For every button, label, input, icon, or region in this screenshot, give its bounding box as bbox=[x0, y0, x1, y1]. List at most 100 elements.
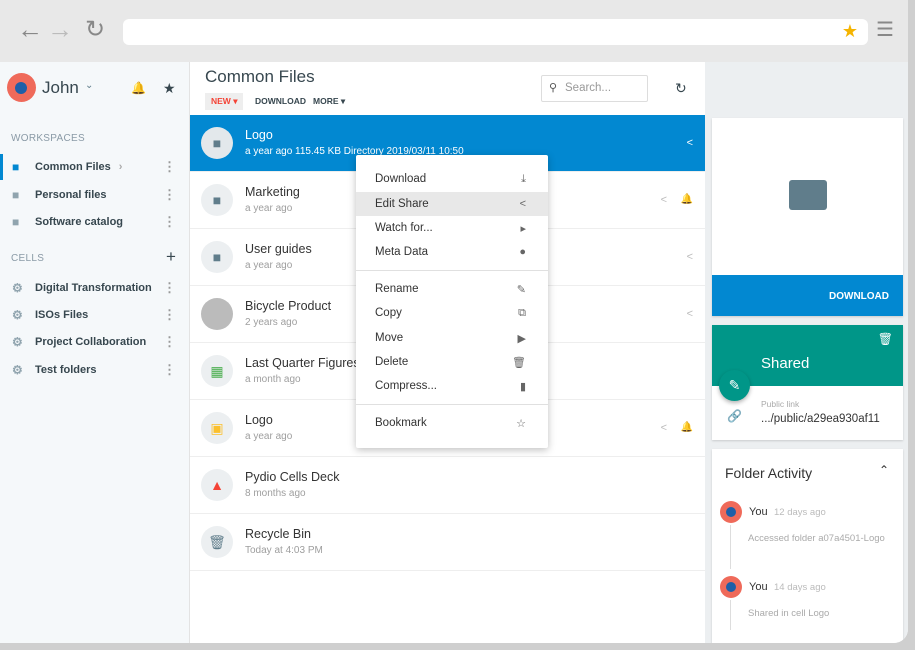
file-name: Bicycle Product bbox=[245, 299, 332, 313]
search-icon: ⚲ bbox=[549, 82, 558, 94]
reload-icon[interactable]: ↻ bbox=[85, 16, 106, 43]
sidebar-item-software-catalog[interactable]: ■ Software catalog ⋮ bbox=[0, 209, 189, 235]
activity-user: You bbox=[749, 581, 768, 593]
sidebar-item-label: Project Collaboration bbox=[35, 336, 147, 348]
file-row[interactable]: ■ Marketing a year ago < 🔔 bbox=[190, 172, 705, 229]
file-name: User guides bbox=[245, 242, 312, 256]
pencil-icon: ✎ bbox=[728, 377, 741, 393]
more-icon[interactable]: ⋮ bbox=[163, 362, 176, 377]
sidebar-item-cell[interactable]: ⚙ ISOs Files ⋮ bbox=[0, 302, 189, 328]
forward-arrow-icon[interactable]: → bbox=[47, 14, 73, 44]
more-icon[interactable]: ⋮ bbox=[163, 334, 176, 349]
file-meta: a year ago bbox=[245, 431, 293, 442]
sidebar: John ⌄ 🔔 ★ WORKSPACES ■ Common Files › ⋮ ■ P… bbox=[0, 62, 190, 643]
refresh-icon[interactable]: ↻ bbox=[675, 80, 687, 96]
menu-item-move[interactable]: Move ▶ bbox=[356, 326, 548, 350]
menu-item-watch-for[interactable]: Watch for... ▸ bbox=[356, 216, 548, 240]
menu-item-compress[interactable]: Compress... ▮ bbox=[356, 374, 548, 398]
edit-share-button[interactable]: ✎ bbox=[719, 370, 750, 401]
new-label: NEW bbox=[211, 96, 231, 106]
sidebar-item-personal-files[interactable]: ■ Personal files ⋮ bbox=[0, 182, 189, 208]
star-icon: ☆ bbox=[516, 417, 526, 430]
activity-card: Folder Activity ⌃ You 12 days ago Access… bbox=[712, 449, 903, 643]
file-name: Last Quarter Figures bbox=[245, 356, 360, 370]
preview-download-button[interactable]: DOWNLOAD bbox=[712, 275, 903, 316]
more-button[interactable]: MORE ▾ bbox=[313, 96, 346, 106]
menu-icon[interactable]: ☰ bbox=[876, 19, 894, 41]
menu-item-rename[interactable]: Rename ✎ bbox=[356, 277, 548, 301]
menu-item-label: Rename bbox=[375, 283, 419, 295]
more-icon[interactable]: ⋮ bbox=[163, 187, 176, 202]
sidebar-item-common-files[interactable]: ■ Common Files › ⋮ bbox=[0, 154, 189, 180]
share-icon[interactable]: < bbox=[660, 194, 667, 206]
bell-icon[interactable]: 🔔 bbox=[680, 194, 693, 205]
folder-icon: ■ bbox=[12, 215, 20, 229]
add-cell-icon[interactable]: + bbox=[166, 247, 176, 266]
move-icon: ▶ bbox=[517, 332, 526, 345]
share-card: Shared 🗑 ✎ 🔗 Public link .../public/a29e… bbox=[712, 325, 903, 440]
activity-text: Shared in cell Logo bbox=[748, 608, 830, 619]
avatar[interactable] bbox=[7, 73, 36, 102]
more-icon[interactable]: ⋮ bbox=[163, 214, 176, 229]
bell-icon[interactable]: 🔔 bbox=[680, 422, 693, 433]
copy-icon: ⧉ bbox=[518, 306, 526, 319]
file-meta: a year ago bbox=[245, 260, 293, 271]
menu-item-label: Bookmark bbox=[375, 417, 427, 429]
new-button[interactable]: NEW ▾ bbox=[205, 93, 244, 110]
chevron-down-icon[interactable]: ⌄ bbox=[85, 80, 94, 91]
info-panel: DOWNLOAD Shared 🗑 ✎ 🔗 Public link .../pu… bbox=[705, 62, 908, 643]
sidebar-item-cell[interactable]: ⚙ Project Collaboration ⋮ bbox=[0, 329, 189, 355]
more-icon[interactable]: ⋮ bbox=[163, 280, 176, 295]
file-row[interactable]: ▲ Pydio Cells Deck 8 months ago bbox=[190, 457, 705, 514]
public-link[interactable]: .../public/a29ea930af11 bbox=[761, 413, 880, 425]
bookmark-star-icon[interactable]: ★ bbox=[163, 80, 176, 96]
context-menu: Download ⤓ Edit Share < Watch for... ▸ Meta Da… bbox=[356, 155, 548, 448]
more-icon[interactable]: ⋮ bbox=[163, 307, 176, 322]
star-icon[interactable]: ★ bbox=[841, 21, 858, 41]
folder-icon: ■ bbox=[201, 184, 233, 216]
search-input[interactable]: ⚲ Search... bbox=[541, 75, 648, 102]
back-arrow-icon[interactable]: ← bbox=[17, 14, 43, 44]
file-name: Recycle Bin bbox=[245, 527, 311, 541]
edit-icon: ✎ bbox=[516, 283, 526, 296]
address-bar[interactable]: ★ bbox=[123, 19, 868, 45]
menu-item-delete[interactable]: Delete 🗑 bbox=[356, 350, 548, 374]
timeline-line bbox=[730, 525, 731, 569]
more-icon[interactable]: ⋮ bbox=[163, 159, 176, 174]
arrow-right-icon: ▸ bbox=[520, 222, 526, 235]
file-row[interactable]: 🗑 Recycle Bin Today at 4:03 PM bbox=[190, 514, 705, 571]
file-name: Logo bbox=[245, 128, 273, 142]
archive-icon: ▣ bbox=[201, 412, 233, 444]
share-icon: < bbox=[519, 198, 526, 210]
share-icon[interactable]: < bbox=[686, 137, 693, 149]
more-label: MORE bbox=[313, 96, 339, 106]
menu-item-label: Copy bbox=[375, 307, 402, 319]
sidebar-item-cell[interactable]: ⚙ Digital Transformation ⋮ bbox=[0, 275, 189, 301]
collapse-icon[interactable]: ⌃ bbox=[878, 463, 889, 477]
download-button[interactable]: DOWNLOAD bbox=[255, 96, 306, 106]
share-icon[interactable]: < bbox=[686, 251, 693, 263]
activity-text: Accessed folder a07a4501-Logo bbox=[748, 533, 885, 544]
activity-title: Folder Activity bbox=[725, 465, 813, 481]
share-icon[interactable]: < bbox=[686, 308, 693, 320]
sidebar-item-cell[interactable]: ⚙ Test folders ⋮ bbox=[0, 357, 189, 383]
user-name[interactable]: John bbox=[42, 78, 79, 97]
file-row[interactable]: ▣ Logo a year ago < 🔔 bbox=[190, 400, 705, 457]
menu-item-label: Meta Data bbox=[375, 246, 429, 258]
menu-item-edit-share[interactable]: Edit Share < bbox=[356, 192, 548, 216]
menu-item-meta-data[interactable]: Meta Data ● bbox=[356, 240, 548, 264]
delete-share-icon[interactable]: 🗑 bbox=[877, 332, 893, 346]
preview-card: DOWNLOAD bbox=[712, 118, 903, 316]
bell-icon[interactable]: 🔔 bbox=[131, 81, 146, 95]
cell-icon: ⚙ bbox=[12, 308, 23, 322]
share-icon[interactable]: < bbox=[660, 422, 667, 434]
menu-item-label: Move bbox=[375, 332, 404, 344]
cell-icon: ⚙ bbox=[12, 281, 23, 295]
menu-item-label: Download bbox=[375, 173, 427, 185]
menu-item-download[interactable]: Download ⤓ bbox=[356, 167, 548, 191]
menu-item-copy[interactable]: Copy ⧉ bbox=[356, 301, 548, 325]
workspaces-heading: WORKSPACES bbox=[11, 133, 85, 144]
activity-user: You bbox=[749, 506, 768, 518]
file-meta: 2 years ago bbox=[245, 317, 298, 328]
menu-item-bookmark[interactable]: Bookmark ☆ bbox=[356, 411, 548, 435]
